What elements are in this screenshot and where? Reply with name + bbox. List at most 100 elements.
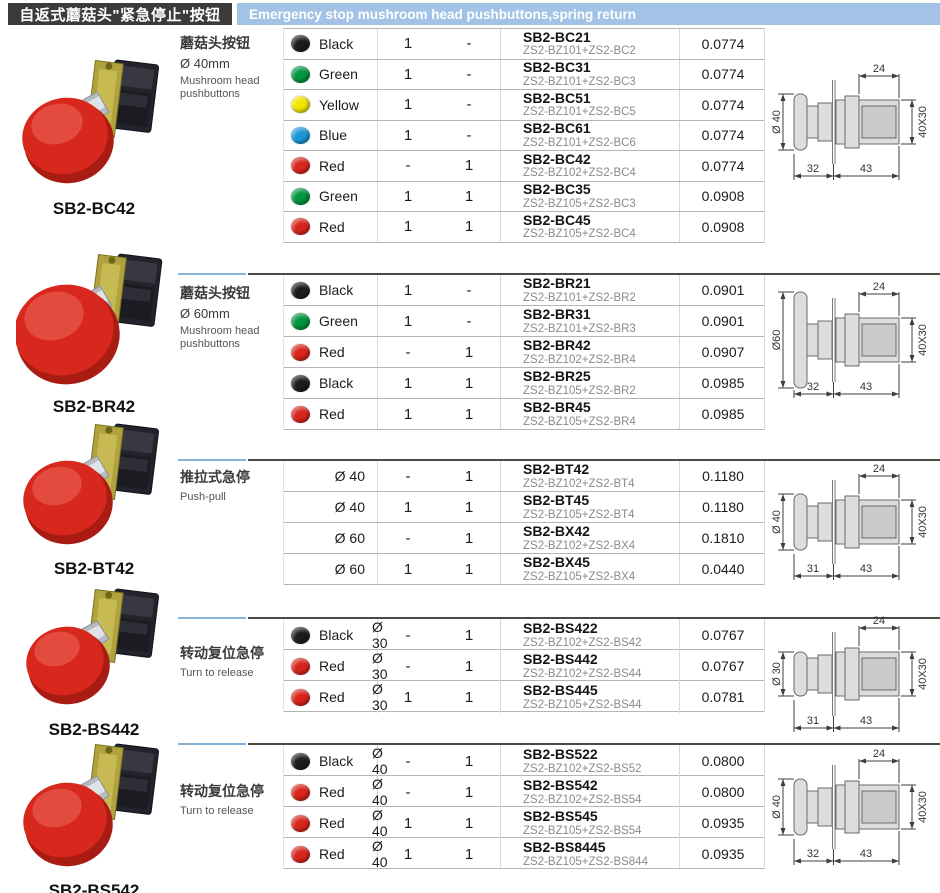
model-code: SB2-BX45 bbox=[523, 553, 590, 570]
table-row: Black 1 - SB2-BC21 ZS2-BZ101+ZS2-BC2 0.07… bbox=[284, 29, 764, 60]
dim-back: 43 bbox=[860, 381, 872, 393]
dimension-drawing-3: 24 31 43 40X30 Ø 40 bbox=[770, 460, 938, 595]
nc-count: 1 bbox=[438, 650, 501, 682]
model-composition: ZS2-BZ102+ZS2-BX4 bbox=[523, 539, 636, 552]
table-row: Red - 1 SB2-BC42 ZS2-BZ102+ZS2-BC4 0.0774 bbox=[284, 151, 764, 182]
nc-count: 1 bbox=[438, 181, 501, 211]
nc-count: 1 bbox=[438, 151, 501, 181]
color-dot bbox=[291, 405, 310, 423]
model-composition: ZS2-BZ102+ZS2-BS54 bbox=[523, 793, 642, 806]
section-divider-dark bbox=[248, 273, 940, 275]
table-row: Ø 40 - 1 SB2-BT42 ZS2-BZ102+ZS2-BT4 0.118… bbox=[284, 461, 764, 492]
section-divider-blue bbox=[178, 617, 246, 619]
table-row: Red Ø 40 1 1 SB2-BS545 ZS2-BZ105+ZS2-BS54 … bbox=[284, 807, 764, 839]
dim-body: 40X30 bbox=[917, 506, 929, 538]
model-code: SB2-BR31 bbox=[523, 305, 591, 322]
dim-front: 32 bbox=[807, 163, 819, 175]
no-count: - bbox=[405, 752, 411, 770]
weight: 0.0774 bbox=[701, 66, 745, 83]
weight: 0.0781 bbox=[701, 689, 745, 705]
desc-size: Ø 60mm bbox=[180, 306, 230, 321]
no-count: 1 bbox=[403, 126, 413, 144]
table-row: Red - 1 SB2-BR42 ZS2-BZ102+ZS2-BR4 0.0907 bbox=[284, 337, 764, 368]
color-label: Red bbox=[319, 218, 345, 235]
product-model-label: SB2-BR42 bbox=[52, 397, 136, 416]
weight: 0.0935 bbox=[701, 846, 745, 862]
weight: 0.1180 bbox=[702, 499, 744, 515]
desc-cn: 蘑菇头按钮 bbox=[180, 285, 250, 301]
dim-top: 24 bbox=[873, 281, 885, 293]
color-dot bbox=[291, 35, 310, 53]
nc-count: - bbox=[438, 306, 501, 336]
section-divider-blue bbox=[178, 459, 246, 461]
dim-diameter: Ø 30 bbox=[771, 662, 783, 686]
weight: 0.0908 bbox=[701, 218, 745, 235]
dim-body: 40X30 bbox=[917, 658, 929, 690]
weight: 0.0767 bbox=[701, 658, 745, 674]
desc-cn: 推拉式急停 bbox=[180, 469, 250, 485]
no-count: 1 bbox=[403, 814, 413, 832]
color-dot bbox=[291, 312, 310, 330]
model-composition: ZS2-BZ101+ZS2-BC2 bbox=[523, 45, 636, 58]
dim-diameter: Ø 40 bbox=[771, 795, 783, 819]
weight: 0.0985 bbox=[701, 375, 745, 391]
dim-diameter: Ø 40 bbox=[771, 510, 783, 534]
color-dot bbox=[291, 752, 310, 770]
no-count: 1 bbox=[403, 187, 413, 205]
nc-count: - bbox=[438, 120, 501, 150]
desc-en: Push-pull bbox=[180, 491, 226, 503]
dim-body: 40X30 bbox=[917, 106, 929, 138]
dim-top: 24 bbox=[873, 748, 885, 760]
no-count: 1 bbox=[403, 405, 413, 423]
table-row: Ø 60 1 1 SB2-BX45 ZS2-BZ105+ZS2-BX4 0.044… bbox=[284, 554, 764, 585]
model-composition: ZS2-BZ105+ZS2-BR4 bbox=[523, 415, 636, 428]
color-dot bbox=[291, 96, 310, 114]
table-row: Black Ø 30 - 1 SB2-BS422 ZS2-BZ102+ZS2-BS4… bbox=[284, 619, 764, 651]
table-row: Black Ø 40 - 1 SB2-BS522 ZS2-BZ102+ZS2-BS5… bbox=[284, 745, 764, 777]
weight: 0.0774 bbox=[701, 127, 745, 144]
dim-back: 43 bbox=[860, 715, 872, 727]
color-dot bbox=[291, 814, 310, 832]
nc-count: 1 bbox=[438, 838, 501, 870]
weight: 0.0901 bbox=[701, 313, 745, 329]
table-row: Green 1 - SB2-BR31 ZS2-BZ101+ZS2-BR3 0.09… bbox=[284, 306, 764, 337]
color-label: Blue bbox=[319, 127, 348, 144]
product-5: SB2-BS542 bbox=[8, 736, 180, 893]
section-divider-dark bbox=[248, 617, 940, 619]
desc-en: Turn to release bbox=[180, 667, 254, 679]
table-row: Red Ø 40 1 1 SB2-BS8445 ZS2-BZ105+ZS2-BS84… bbox=[284, 838, 764, 870]
color-dot bbox=[291, 626, 310, 644]
section-description: 蘑菇头按钮 Ø 40mm Mushroom head pushbuttons bbox=[180, 33, 280, 101]
model-code: SB2-BS8445 bbox=[523, 838, 606, 855]
model-code: SB2-BS422 bbox=[523, 619, 598, 636]
product-photo-sb2-bc42 bbox=[22, 59, 159, 184]
size-label: Ø 30 bbox=[372, 650, 388, 682]
weight: 0.0774 bbox=[701, 35, 745, 52]
color-dot bbox=[291, 845, 310, 863]
no-count: 1 bbox=[403, 688, 413, 706]
table-section-4: Black Ø 30 - 1 SB2-BS422 ZS2-BZ102+ZS2-BS4… bbox=[283, 619, 765, 713]
no-count: 1 bbox=[403, 560, 413, 578]
model-code: SB2-BR21 bbox=[523, 274, 591, 291]
nc-count: 1 bbox=[438, 681, 501, 713]
table-section-3: Ø 40 - 1 SB2-BT42 ZS2-BZ102+ZS2-BT4 0.118… bbox=[283, 461, 765, 585]
table-row: Yellow 1 - SB2-BC51 ZS2-BZ101+ZS2-BC5 0.0… bbox=[284, 90, 764, 121]
section-description: 转动复位急停 Turn to release bbox=[180, 781, 280, 818]
no-count: - bbox=[405, 783, 411, 801]
weight: 0.0774 bbox=[701, 96, 745, 113]
dimension-drawing-1: 24 32 43 40X30 Ø 40 bbox=[770, 60, 938, 195]
color-label: Black bbox=[319, 627, 354, 643]
table-row: Red 1 1 SB2-BC45 ZS2-BZ105+ZS2-BC4 0.0908 bbox=[284, 212, 764, 243]
dim-back: 43 bbox=[860, 563, 872, 575]
desc-cn: 蘑菇头按钮 bbox=[180, 35, 250, 51]
no-count: - bbox=[405, 529, 411, 547]
color-dot bbox=[291, 218, 310, 236]
color-label: Black bbox=[319, 35, 354, 52]
weight: 0.1810 bbox=[701, 530, 745, 546]
model-code: SB2-BS542 bbox=[523, 776, 598, 793]
model-composition: ZS2-BZ102+ZS2-BS44 bbox=[523, 667, 642, 680]
weight: 0.0908 bbox=[701, 188, 745, 205]
no-count: 1 bbox=[403, 281, 413, 299]
model-code: SB2-BC35 bbox=[523, 181, 591, 198]
